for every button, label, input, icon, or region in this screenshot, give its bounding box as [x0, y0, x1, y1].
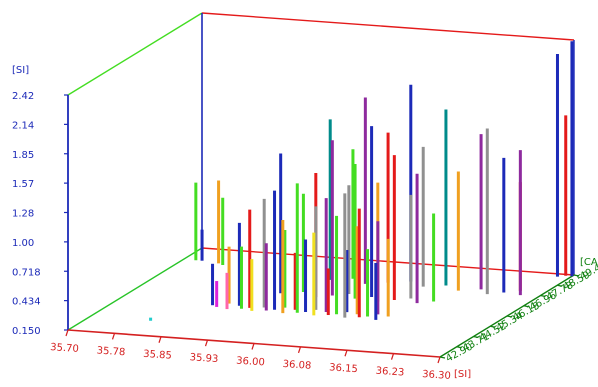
frame-top-left-edge: [67, 12, 203, 96]
x-tick-label: 36.15: [329, 362, 358, 375]
z-tick: [573, 274, 580, 277]
x-tick-label: 36.00: [236, 356, 265, 369]
z-axis-label: [CAO]: [580, 257, 598, 268]
z-tick: [506, 315, 513, 318]
y-tick-label: 0.718: [12, 267, 41, 278]
x-tick: [251, 343, 255, 350]
z-tick: [540, 294, 546, 298]
x-tick: [437, 356, 441, 364]
y-tick-label: 2.14: [12, 120, 34, 131]
y-tick-label: 1.57: [12, 179, 34, 190]
x-tick-label: 35.85: [143, 349, 172, 362]
z-tick: [473, 335, 479, 339]
x-tick-label: 36.08: [282, 359, 311, 372]
x-tick: [297, 346, 302, 354]
x-tick-label: 35.93: [189, 352, 218, 365]
x-tick: [111, 333, 116, 340]
x-tick-label: 35.78: [96, 345, 125, 358]
x-tick: [65, 329, 69, 337]
x-tick: [158, 336, 162, 343]
y-tick-label: 2.42: [12, 91, 34, 102]
z-tick: [490, 325, 496, 328]
x-tick-label: 36.23: [375, 366, 404, 379]
x-tick: [344, 350, 348, 357]
x-tick: [204, 339, 209, 347]
x-tick-label: 36.30: [422, 369, 451, 382]
frame-back-top-edge: [201, 12, 575, 41]
y-tick-label: 0.434: [12, 297, 41, 308]
y-tick-label: 1.00: [12, 238, 34, 249]
x-axis-label: [SI]: [454, 369, 471, 380]
z-tick: [439, 356, 446, 359]
x-tick: [390, 353, 395, 360]
frame-floor-left-edge: [67, 247, 203, 331]
y-tick-label: 1.28: [12, 209, 34, 220]
y-axis-label: [SI]: [12, 65, 29, 76]
x-tick-label: 35.70: [50, 342, 79, 355]
y-tick-label: 1.85: [12, 150, 34, 161]
z-tick: [456, 346, 462, 349]
z-tick: [557, 284, 563, 287]
y-tick-label: 0.150: [12, 326, 41, 337]
z-tick: [523, 305, 529, 308]
